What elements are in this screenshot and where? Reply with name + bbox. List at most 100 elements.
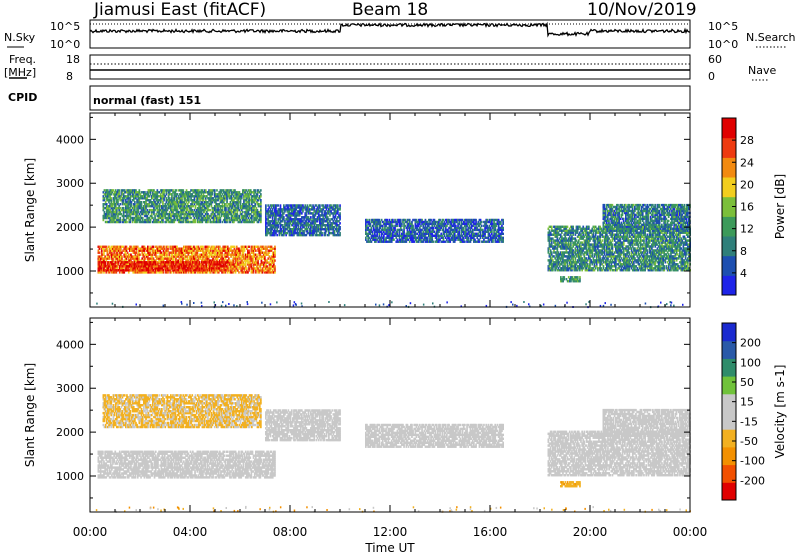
echo-cell [135, 255, 138, 258]
echo-cell [106, 267, 109, 270]
echo-cell [140, 269, 142, 272]
echo-cell [145, 253, 148, 256]
echo-cell [190, 249, 193, 252]
echo-cell [265, 245, 267, 248]
echo-cell [125, 261, 128, 264]
echo-cell [151, 247, 154, 250]
echo-cell [134, 253, 137, 256]
echo-cell [239, 253, 241, 256]
echo-cell [116, 261, 119, 264]
echo-cell [154, 253, 157, 256]
echo-cell [220, 255, 222, 258]
echo-cell [258, 251, 261, 254]
echo-cell [98, 259, 101, 262]
echo-cell [179, 271, 182, 274]
echo-cell [222, 267, 225, 270]
echo-cell [267, 267, 270, 270]
echo-cell [198, 253, 201, 256]
echo-cell [106, 261, 109, 264]
echo-cell [112, 247, 114, 250]
echo-cell [136, 269, 139, 272]
echo-cell [103, 267, 105, 270]
echo-cell [232, 267, 235, 270]
echo-cell [225, 255, 228, 258]
echo-cell [180, 271, 183, 274]
echo-cell [158, 247, 160, 250]
echo-cell [204, 271, 207, 274]
echo-cell [106, 251, 109, 254]
echo-cell [264, 261, 266, 264]
echo-cell [178, 247, 181, 250]
echo-cell [151, 271, 154, 274]
echo-cell [170, 255, 173, 258]
echo-cell [181, 251, 184, 254]
echo-cell [129, 261, 131, 264]
echo-cell [210, 247, 212, 250]
echo-cell [117, 261, 120, 264]
echo-cell [174, 249, 176, 252]
echo-cell [99, 269, 102, 272]
echo-cell [127, 259, 130, 262]
echo-cell [124, 249, 127, 252]
echo-cell [250, 251, 253, 254]
echo-cell [147, 261, 149, 264]
echo-cell [203, 253, 205, 256]
echo-cell [192, 247, 194, 250]
echo-cell [144, 265, 147, 268]
echo-cell [260, 193, 262, 196]
echo-cell [113, 251, 115, 254]
echo-cell [131, 249, 133, 252]
echo-cell [230, 253, 232, 256]
echo-cell [197, 257, 200, 260]
echo-cell [221, 255, 223, 258]
echo-cell [122, 245, 124, 248]
nsearch-tick-top: 10^5 [708, 20, 739, 33]
echo-cell [217, 249, 220, 252]
echo-cell [108, 255, 111, 258]
echo-cell [260, 255, 263, 258]
echo-cell [114, 259, 117, 262]
echo-cell [237, 253, 239, 256]
echo-cell [216, 253, 219, 256]
echo-cell [126, 267, 129, 270]
echo-cell [178, 257, 181, 260]
echo-cell [264, 255, 266, 258]
echo-cell [108, 265, 111, 268]
echo-cell [162, 245, 165, 248]
echo-cell [151, 269, 154, 272]
echo-cell [219, 259, 221, 262]
echo-cell [118, 255, 121, 258]
echo-cell [124, 261, 127, 264]
freq-label: Freq. [9, 53, 37, 66]
echo-cell [108, 269, 111, 272]
echo-cell [241, 269, 244, 272]
echo-cell [98, 255, 101, 258]
echo-cell [235, 253, 238, 256]
echo-cell [261, 261, 264, 264]
echo-cell [224, 261, 227, 264]
echo-cell [143, 261, 146, 264]
echo-cell [216, 269, 219, 272]
echo-cell [190, 251, 193, 254]
echo-cell [109, 269, 112, 272]
echo-cell [273, 247, 275, 250]
echo-cell [215, 257, 218, 260]
echo-cell [170, 271, 173, 274]
echo-cell [171, 253, 174, 256]
echo-cell [198, 247, 201, 250]
echo-cell [199, 249, 202, 252]
echo-cell [197, 267, 200, 270]
echo-cell [129, 255, 131, 258]
echo-cell [105, 259, 108, 262]
echo-cell [162, 257, 165, 260]
echo-cell [240, 267, 243, 270]
echo-cell [202, 267, 204, 270]
echo-cell [196, 247, 199, 250]
echo-cell [202, 259, 204, 262]
echo-cell [252, 263, 255, 266]
echo-cell [223, 259, 226, 262]
echo-cell [235, 261, 238, 264]
echo-cell [171, 249, 174, 252]
echo-cell [212, 251, 214, 254]
echo-cell [99, 257, 102, 260]
